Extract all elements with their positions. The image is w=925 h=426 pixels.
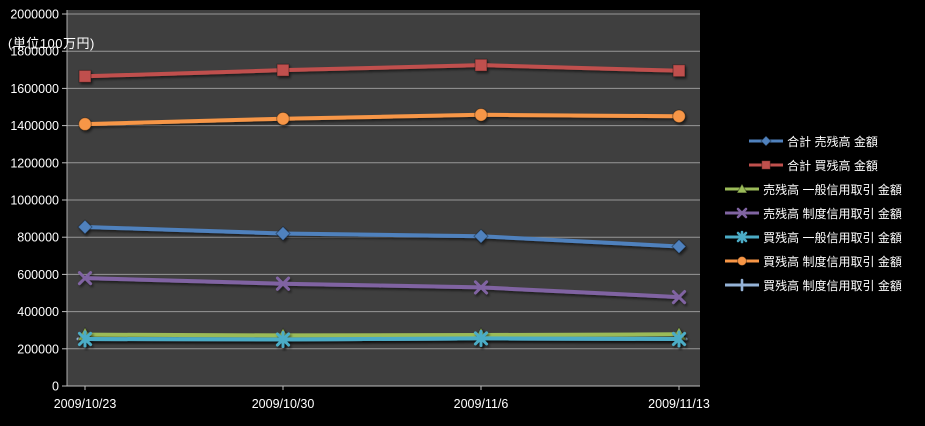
data-point-marker — [672, 109, 686, 124]
legend-item-5: 買残高 制度信用取引 金額 — [702, 249, 924, 273]
series-1 — [78, 58, 686, 83]
series-line — [83, 63, 681, 79]
legend-label: 買残高 制度信用取引 金額 — [763, 278, 902, 293]
legend-marker-square-icon — [749, 160, 784, 170]
y-axis-label: 1000000 — [10, 194, 59, 208]
data-point-marker — [77, 219, 93, 235]
y-axis-label: 1800000 — [10, 45, 59, 59]
legend-item-0: 合計 売残高 金額 — [702, 129, 924, 153]
legend-label: 合計 買残高 金額 — [787, 158, 878, 173]
series-line — [83, 224, 681, 249]
legend-item-4: 買残高 一般信用取引 金額 — [702, 225, 924, 249]
data-point-marker — [275, 276, 291, 291]
legend-marker-star-icon — [725, 230, 760, 244]
y-axis-label: 600000 — [17, 268, 59, 282]
chart-legend: 合計 売残高 金額 合計 買残高 金額売残高 一般信用取引 金額 売残高 制度信用取… — [702, 129, 924, 297]
legend-item-2: 売残高 一般信用取引 金額 — [702, 177, 924, 201]
series-3 — [77, 271, 687, 305]
legend-marker-circle-icon — [725, 256, 760, 266]
y-axis-label: 800000 — [17, 231, 59, 245]
legend-item-3: 売残高 制度信用取引 金額 — [702, 201, 924, 225]
legend-item-6: 買残高 制度信用取引 金額 — [702, 273, 924, 297]
data-point-marker — [474, 108, 488, 122]
legend-marker-diamond-icon — [749, 135, 784, 147]
data-point-marker — [672, 64, 686, 78]
legend-label: 売残高 一般信用取引 金額 — [763, 182, 902, 197]
data-point-marker — [276, 111, 290, 126]
y-axis-label: 400000 — [17, 305, 59, 319]
data-point-marker — [275, 331, 291, 348]
y-axis-label: 2000000 — [10, 8, 59, 22]
data-point-marker — [276, 63, 290, 77]
y-axis-label: 0 — [52, 380, 59, 394]
unit-note-label: (単位100万円) — [8, 36, 95, 51]
legend-item-1: 合計 買残高 金額 — [702, 153, 924, 177]
data-point-marker — [473, 280, 489, 295]
series-line — [83, 336, 681, 342]
legend-label: 売残高 制度信用取引 金額 — [763, 206, 902, 221]
series-line — [83, 276, 681, 300]
y-axis-label: 1600000 — [10, 82, 59, 96]
data-point-marker — [671, 238, 687, 255]
series-4 — [77, 329, 687, 348]
legend-label: 買残高 制度信用取引 金額 — [763, 254, 902, 269]
x-axis-label: 2009/10/23 — [54, 397, 117, 411]
y-axis-label: 1200000 — [10, 156, 59, 170]
y-axis-label: 1400000 — [10, 119, 59, 133]
data-point-marker — [275, 225, 291, 242]
data-point-marker — [78, 69, 92, 83]
data-point-marker — [473, 329, 489, 347]
legend-marker-triangle-icon — [725, 182, 760, 194]
legend-marker-x-icon — [725, 207, 760, 219]
legend-label: 合計 売残高 金額 — [787, 134, 878, 149]
series-5 — [78, 108, 686, 131]
data-point-marker — [78, 117, 92, 131]
data-point-marker — [474, 58, 488, 72]
data-point-marker — [77, 271, 93, 286]
x-axis-label: 2009/11/13 — [648, 397, 710, 411]
series-0 — [77, 219, 687, 255]
x-axis-label: 2009/10/30 — [252, 397, 315, 411]
series-line — [83, 112, 681, 127]
y-axis-label: 200000 — [17, 342, 59, 356]
data-point-marker — [77, 330, 93, 348]
data-point-marker — [671, 290, 687, 305]
series-line — [83, 332, 681, 338]
data-point-marker — [473, 228, 489, 244]
legend-label: 買残高 一般信用取引 金額 — [763, 230, 902, 245]
data-point-marker — [671, 330, 687, 348]
x-axis-label: 2009/11/6 — [454, 397, 509, 411]
legend-marker-plus-icon — [725, 278, 760, 292]
